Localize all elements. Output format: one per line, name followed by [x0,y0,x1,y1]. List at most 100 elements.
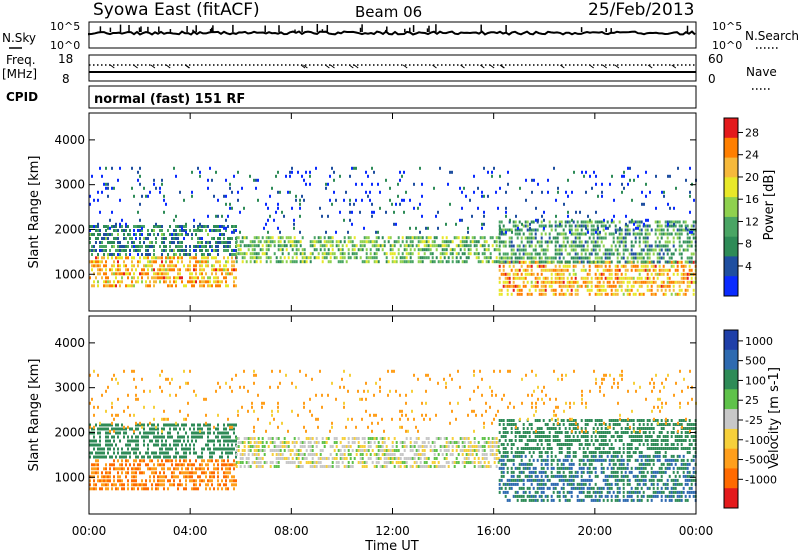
range-gate-cell [297,170,299,174]
range-gate-cell [592,486,595,490]
range-gate-cell [125,431,127,435]
range-gate-cell [199,241,201,244]
range-gate-cell [265,461,268,464]
range-gate-cell [387,461,390,464]
range-gate-cell [574,264,577,268]
range-gate-cell [115,443,117,447]
range-gate-cell [141,272,143,276]
range-gate-cell [421,441,424,444]
range-gate-cell [423,449,426,452]
range-gate-cell [663,190,665,194]
range-gate-cell [423,441,426,444]
range-gate-cell [233,459,235,463]
range-gate-cell [183,475,185,479]
range-gate-cell [606,252,609,256]
range-gate-cell [147,467,149,471]
range-gate-cell [211,439,213,443]
range-gate-cell [518,284,521,288]
range-gate-cell [564,494,567,498]
range-gate-cell [497,461,500,464]
range-gate-cell [121,229,123,232]
range-gate-cell [645,194,647,198]
range-gate-cell [373,453,376,456]
range-gate-cell [139,467,141,471]
range-gate-cell [574,228,577,232]
range-gate-cell [127,471,129,475]
range-gate-cell [395,240,398,244]
range-gate-cell [313,240,316,244]
range-gate-cell [680,264,683,268]
range-gate-cell [289,236,292,240]
range-gate-cell [504,462,507,466]
range-gate-cell [528,490,531,494]
range-gate-cell [201,455,203,459]
range-gate-cell [121,427,123,431]
range-gate-cell [165,237,167,240]
range-gate-cell [506,256,509,260]
range-gate-cell [177,276,179,280]
range-gate-cell [477,256,480,260]
range-gate-cell [618,220,621,224]
range-gate-cell [616,466,619,470]
range-gate-cell [403,248,406,252]
range-gate-cell [217,253,219,256]
range-gate-cell [343,445,346,448]
range-gate-cell [512,244,515,248]
range-gate-cell [602,260,605,264]
range-gate-cell [626,490,629,494]
range-gate-cell [347,248,350,252]
range-gate-cell [505,190,507,194]
range-gate-cell [644,482,647,486]
range-gate-cell [526,466,529,470]
range-gate-cell [536,280,539,284]
range-gate-cell [91,253,93,256]
range-gate-cell [576,494,579,498]
range-gate-cell [101,249,103,252]
range-gate-cell [556,490,559,494]
range-gate-cell [574,486,577,490]
range-gate-cell [614,264,617,268]
nave-tick-bottom: 0 [708,72,716,86]
range-gate-cell [373,437,376,440]
range-gate-cell [532,236,535,240]
range-gate-cell [491,449,494,452]
range-gate-cell [163,475,165,479]
range-gate-cell [584,454,587,458]
range-gate-cell [145,435,147,439]
range-gate-cell [233,264,235,268]
range-gate-cell [251,437,254,440]
range-gate-cell [107,471,109,475]
range-gate-cell [149,467,151,471]
range-gate-cell [183,284,185,288]
range-gate-cell [512,276,515,280]
range-gate-cell [524,248,527,252]
range-gate-cell [341,457,344,460]
range-gate-cell [389,198,391,202]
range-gate-cell [207,483,209,487]
range-gate-cell [495,465,498,468]
range-gate-cell [183,237,185,240]
range-gate-cell [235,229,237,232]
range-gate-cell [670,256,673,260]
range-gate-cell [363,465,366,468]
range-gate-cell [227,475,229,479]
range-gate-cell [335,465,338,468]
range-gate-cell [417,252,420,256]
range-gate-cell [552,466,555,470]
range-gate-cell [211,451,213,455]
range-gate-cell [409,457,412,460]
range-gate-cell [195,272,197,276]
range-gate-cell [638,272,641,276]
range-gate-cell [265,222,267,226]
range-gate-cell [580,276,583,280]
range-gate-cell [163,487,165,491]
range-gate-cell [177,241,179,244]
range-gate-cell [335,457,338,460]
range-gate-cell [219,233,221,236]
range-gate-cell [217,237,219,240]
range-gate-cell [391,441,394,444]
range-gate-cell [197,260,199,264]
range-gate-cell [590,224,593,228]
range-gate-cell [666,276,669,280]
range-gate-cell [594,272,597,276]
